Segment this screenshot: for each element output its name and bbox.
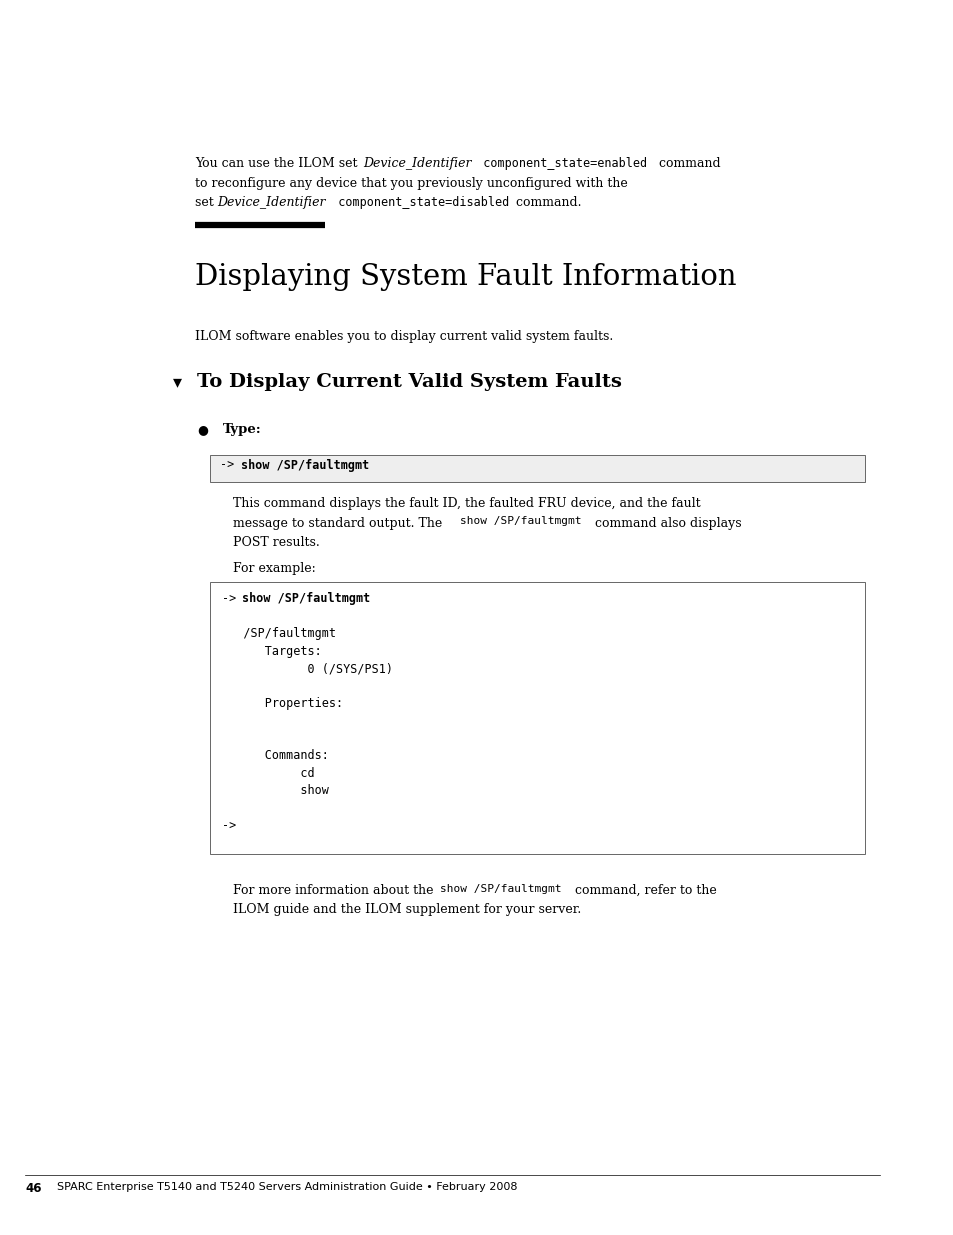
- Text: Properties:: Properties:: [222, 697, 343, 710]
- Text: message to standard output. The: message to standard output. The: [233, 516, 446, 530]
- Text: show /SP/faultmgmt: show /SP/faultmgmt: [439, 884, 561, 894]
- Text: component_state=disabled: component_state=disabled: [324, 196, 509, 209]
- Text: set: set: [194, 196, 217, 209]
- Text: command, refer to the: command, refer to the: [571, 884, 716, 897]
- Text: ▾: ▾: [172, 373, 182, 391]
- Text: component_state=enabled: component_state=enabled: [469, 157, 646, 170]
- Text: ILOM guide and the ILOM supplement for your server.: ILOM guide and the ILOM supplement for y…: [233, 904, 580, 916]
- Text: ->: ->: [222, 820, 236, 832]
- Text: show /SP/faultmgmt: show /SP/faultmgmt: [240, 458, 369, 472]
- Text: ●: ●: [196, 424, 208, 436]
- Text: Commands:: Commands:: [222, 750, 329, 762]
- Text: command: command: [655, 157, 720, 170]
- Text: To Display Current Valid System Faults: To Display Current Valid System Faults: [196, 373, 621, 391]
- Text: show /SP/faultmgmt: show /SP/faultmgmt: [241, 592, 370, 605]
- Text: command also displays: command also displays: [590, 516, 740, 530]
- Text: Type:: Type:: [223, 424, 261, 436]
- Text: SPARC Enterprise T5140 and T5240 Servers Administration Guide • February 2008: SPARC Enterprise T5140 and T5240 Servers…: [57, 1182, 517, 1192]
- Text: 46: 46: [25, 1182, 42, 1195]
- Text: ILOM software enables you to display current valid system faults.: ILOM software enables you to display cur…: [194, 330, 613, 343]
- Text: ->: ->: [222, 592, 243, 605]
- Text: This command displays the fault ID, the faulted FRU device, and the fault: This command displays the fault ID, the …: [233, 496, 700, 510]
- Text: Displaying System Fault Information: Displaying System Fault Information: [194, 263, 736, 291]
- Text: POST results.: POST results.: [233, 536, 319, 550]
- Text: to reconfigure any device that you previously unconfigured with the: to reconfigure any device that you previ…: [194, 177, 627, 189]
- Bar: [210, 454, 864, 482]
- Text: /SP/faultmgmt: /SP/faultmgmt: [222, 627, 335, 640]
- Text: Targets:: Targets:: [222, 645, 321, 657]
- Text: For example:: For example:: [233, 562, 315, 576]
- Text: cd: cd: [222, 767, 314, 781]
- Bar: [210, 582, 864, 853]
- Text: show: show: [222, 784, 329, 798]
- Text: 0 (/SYS/PS1): 0 (/SYS/PS1): [222, 662, 393, 676]
- Text: For more information about the: For more information about the: [233, 884, 437, 897]
- Text: Device_Identifier: Device_Identifier: [363, 157, 472, 170]
- Text: show /SP/faultmgmt: show /SP/faultmgmt: [459, 516, 581, 526]
- Text: Device_Identifier: Device_Identifier: [217, 196, 326, 209]
- Text: You can use the ILOM set: You can use the ILOM set: [194, 157, 361, 170]
- Text: command.: command.: [512, 196, 581, 209]
- Text: ->: ->: [220, 458, 241, 472]
